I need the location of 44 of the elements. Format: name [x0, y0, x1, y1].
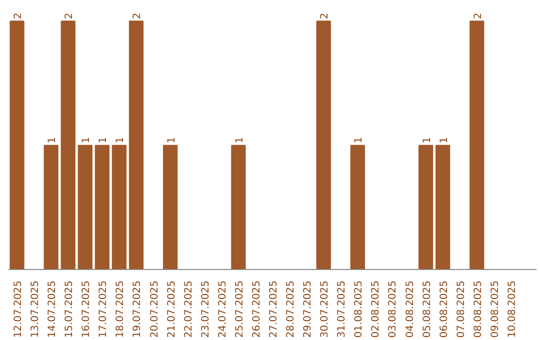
x-tick-label: 08.08.2025	[472, 280, 484, 338]
x-tick-label: 26.07.2025	[251, 280, 262, 338]
data-label: 1	[422, 136, 433, 144]
x-tick-label: 10.08.2025	[506, 280, 518, 338]
data-label: 2	[320, 12, 331, 20]
x-tick-label: 30.07.2025	[320, 280, 331, 338]
x-tick-label: 29.07.2025	[302, 280, 314, 338]
data-label: 1	[234, 136, 246, 144]
x-tick-label: 15.07.2025	[64, 280, 76, 338]
x-tick-label: 07.08.2025	[456, 280, 467, 338]
x-tick-label: 20.07.2025	[149, 280, 160, 338]
x-tick-label: 09.08.2025	[490, 280, 501, 338]
x-tick-label: 27.07.2025	[268, 280, 280, 338]
data-label: 1	[81, 136, 92, 144]
x-tick-label: 31.07.2025	[336, 280, 348, 338]
x-tick-label: 24.07.2025	[217, 280, 228, 338]
data-label: 2	[472, 12, 484, 20]
x-tick-label: 06.08.2025	[438, 280, 450, 338]
x-tick-label: 21.07.2025	[166, 280, 178, 338]
x-tick-label: 17.07.2025	[98, 280, 110, 338]
data-label: 1	[438, 136, 450, 144]
x-tick-label: 03.08.2025	[388, 280, 399, 338]
x-tick-label: 22.07.2025	[183, 280, 194, 338]
data-label: 1	[115, 136, 126, 144]
x-tick-label: 02.08.2025	[370, 280, 382, 338]
data-label: 1	[166, 136, 178, 144]
x-tick-label: 01.08.2025	[354, 280, 365, 338]
x-tick-label: 23.07.2025	[200, 280, 212, 338]
x-tick-label: 16.07.2025	[81, 280, 92, 338]
data-label: 2	[64, 12, 76, 20]
x-tick-label: 25.07.2025	[234, 280, 246, 338]
x-tick-label: 04.08.2025	[404, 280, 416, 338]
data-label: 2	[132, 12, 144, 20]
x-tick-label: 28.07.2025	[286, 280, 297, 338]
data-label: 1	[354, 136, 365, 144]
x-tick-label: 13.07.2025	[30, 280, 42, 338]
x-tick-label: 14.07.2025	[47, 280, 58, 338]
x-tick-label: 19.07.2025	[132, 280, 144, 338]
data-label: 2	[13, 12, 24, 20]
data-label: 1	[47, 136, 58, 144]
x-tick-label: 12.07.2025	[13, 280, 24, 338]
data-label: 1	[98, 136, 110, 144]
x-tick-label: 18.07.2025	[115, 280, 126, 338]
x-tick-label: 05.08.2025	[422, 280, 433, 338]
